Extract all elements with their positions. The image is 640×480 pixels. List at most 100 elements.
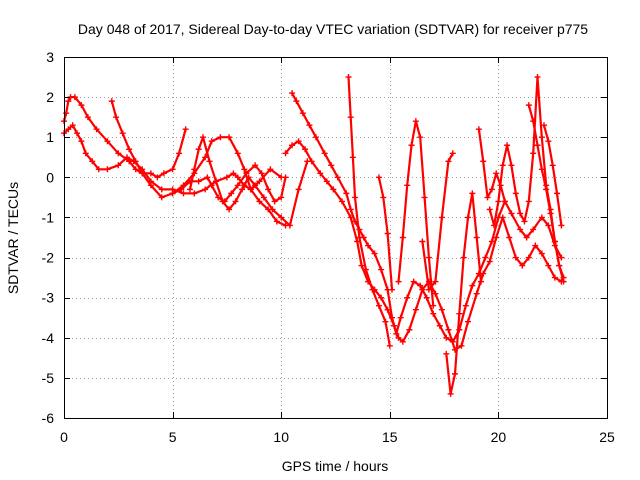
data-point [438, 306, 445, 313]
data-point [271, 198, 278, 205]
data-series-group [61, 74, 567, 397]
data-point [391, 322, 398, 329]
data-point [419, 286, 426, 293]
data-point [480, 158, 487, 165]
data-point [147, 170, 154, 177]
data-point [289, 90, 296, 97]
data-point [419, 238, 426, 245]
data-point [206, 158, 213, 165]
data-point [306, 122, 313, 129]
data-point [219, 198, 226, 205]
tick-marks [64, 57, 608, 419]
data-point [78, 138, 85, 145]
series-trace-e [186, 134, 311, 229]
y-axis-label: SDTVAR / TECUs [5, 182, 21, 294]
data-point [430, 302, 437, 309]
data-point [334, 174, 341, 181]
data-point [195, 178, 202, 185]
data-point [425, 254, 432, 261]
data-point [328, 162, 335, 169]
data-point [362, 266, 369, 273]
data-point [460, 254, 467, 261]
data-point [432, 290, 439, 297]
data-point [438, 214, 445, 221]
data-point [115, 162, 122, 169]
data-point [223, 174, 230, 181]
data-point [484, 194, 491, 201]
data-point [286, 222, 293, 229]
data-point [293, 98, 300, 105]
data-point [108, 98, 115, 105]
x-tick-label: 15 [382, 429, 398, 445]
data-point [395, 334, 402, 341]
data-point [551, 274, 558, 281]
data-point [506, 234, 513, 241]
y-tick-label: -3 [42, 290, 55, 306]
data-point [519, 262, 526, 269]
data-point [234, 182, 241, 189]
data-point [234, 150, 241, 157]
data-point [265, 186, 272, 193]
data-point [525, 198, 532, 205]
data-point [404, 182, 411, 189]
data-point [558, 222, 565, 229]
data-point [226, 134, 233, 141]
y-tick-label: -1 [42, 209, 55, 225]
data-point [430, 310, 437, 317]
data-point [260, 194, 267, 201]
data-point [443, 334, 450, 341]
data-point [551, 238, 558, 245]
y-tick-label: -5 [42, 370, 55, 386]
data-point [65, 126, 72, 133]
data-point [432, 278, 439, 285]
data-point [113, 114, 120, 121]
data-point [217, 134, 224, 141]
data-point [358, 262, 365, 269]
data-point [421, 194, 428, 201]
data-point [534, 142, 541, 149]
data-point [525, 102, 532, 109]
x-tick-label: 0 [60, 429, 68, 445]
data-point [349, 154, 356, 161]
data-point [517, 226, 524, 233]
data-point [347, 214, 354, 221]
data-point [532, 242, 539, 249]
data-point [404, 294, 411, 301]
data-point [365, 242, 372, 249]
data-point [132, 166, 139, 173]
data-point [252, 162, 259, 169]
data-point [488, 186, 495, 193]
data-point [538, 214, 545, 221]
data-point [493, 234, 500, 241]
data-point [202, 186, 209, 193]
data-point [369, 286, 376, 293]
data-point [486, 206, 493, 213]
data-point [464, 214, 471, 221]
data-point [71, 94, 78, 101]
data-point [523, 234, 530, 241]
data-point [289, 142, 296, 149]
data-point [499, 214, 506, 221]
data-point [458, 342, 465, 349]
data-point [543, 186, 550, 193]
data-point [491, 222, 498, 229]
series-line [377, 176, 394, 291]
data-point [295, 186, 302, 193]
data-point [252, 182, 259, 189]
tick-labels: 0 5 10 15 20 25 -6 -5 -4 -3 -2 -1 0 1 2 3 [42, 49, 615, 445]
data-point [436, 322, 443, 329]
y-tick-label: 0 [46, 169, 54, 185]
data-point [119, 130, 126, 137]
data-point [347, 206, 354, 213]
series-trace-p [541, 122, 565, 229]
data-point [456, 310, 463, 317]
data-point [147, 182, 154, 189]
data-point [82, 150, 89, 157]
series-line [291, 91, 563, 343]
y-tick-label: -2 [42, 250, 55, 266]
data-point [245, 174, 252, 181]
data-point [538, 250, 545, 257]
data-point [273, 218, 280, 225]
data-point [493, 170, 500, 177]
y-tick-label: 2 [46, 89, 54, 105]
